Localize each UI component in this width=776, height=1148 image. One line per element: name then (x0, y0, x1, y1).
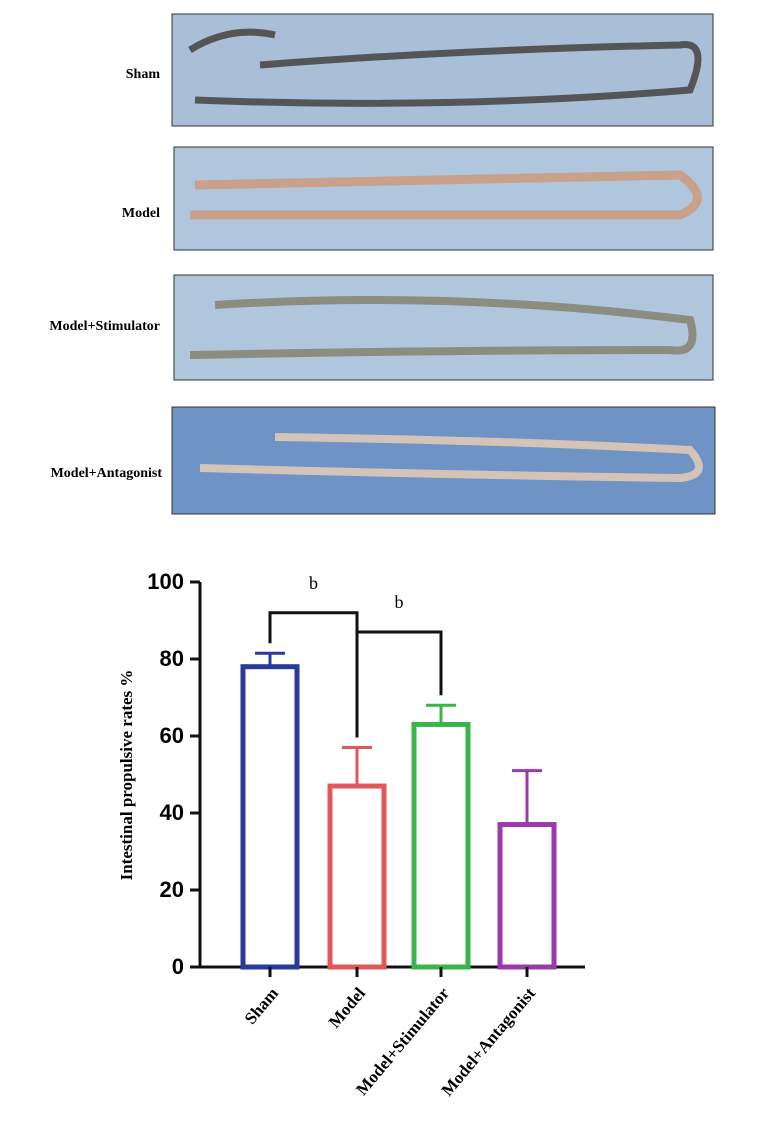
x-tick-label: Model (325, 984, 369, 1032)
bar (411, 721, 471, 970)
photo-model (173, 146, 714, 251)
photo-antagonist (171, 406, 716, 515)
photo-content (190, 170, 702, 220)
y-tick-label: 60 (160, 723, 184, 748)
bar (327, 783, 387, 970)
photo-label: Sham (126, 67, 161, 82)
y-tick-label: 0 (172, 954, 184, 979)
significance-label: b (309, 573, 318, 593)
photo-content (189, 296, 697, 359)
photos: Sham Model Model+Stimulator Model+Antago… (49, 13, 716, 515)
photo-content (188, 28, 702, 107)
y-axis-label: Intestinal propulsive rates % (117, 670, 136, 881)
y-tick-label: 20 (160, 877, 184, 902)
y-tick-label: 40 (160, 800, 184, 825)
x-tick-label: Model+Stimulator (352, 984, 453, 1099)
photo-label: Model+Stimulator (49, 319, 160, 334)
significance-bracket (355, 612, 443, 696)
x-tick-label: Sham (241, 984, 282, 1028)
y-tick-label: 100 (147, 569, 184, 594)
photo-label: Model (122, 206, 160, 221)
bar (497, 822, 557, 970)
bar (240, 664, 300, 970)
photo-content (199, 433, 703, 483)
photo-stimulator (173, 274, 714, 381)
x-tick-label: Model+Antagonist (438, 984, 540, 1100)
significance-label: b (395, 592, 404, 612)
y-tick-label: 80 (160, 646, 184, 671)
significance-bracket (268, 611, 359, 738)
photo-label: Model+Antagonist (51, 466, 163, 481)
